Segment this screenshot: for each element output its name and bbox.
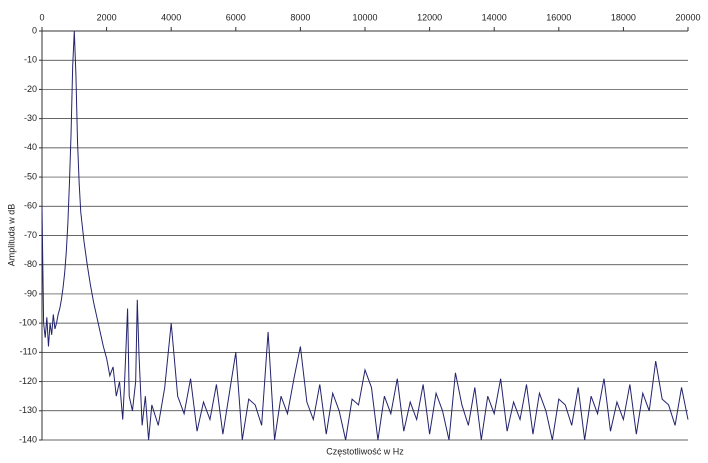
x-tick-label: 0 (39, 12, 44, 22)
x-tick-label: 10000 (352, 12, 377, 22)
y-tick-label: -70 (24, 230, 37, 240)
y-tick-label: -50 (24, 171, 37, 181)
x-tick-label: 12000 (417, 12, 442, 22)
x-tick-label: 20000 (675, 12, 700, 22)
x-tick-label: 6000 (226, 12, 246, 22)
y-tick-label: -30 (24, 113, 37, 123)
y-axis-label: Amplituda w dB (6, 204, 16, 267)
y-tick-label: -120 (19, 376, 37, 386)
y-tick-label: 0 (32, 25, 37, 35)
y-tick-label: -20 (24, 84, 37, 94)
y-tick-label: -60 (24, 201, 37, 211)
y-tick-label: -80 (24, 259, 37, 269)
y-tick-label: -140 (19, 434, 37, 444)
x-tick-label: 2000 (97, 12, 117, 22)
y-tick-label: -130 (19, 405, 37, 415)
y-tick-label: -100 (19, 318, 37, 328)
y-tick-label: -90 (24, 288, 37, 298)
x-tick-label: 18000 (611, 12, 636, 22)
x-tick-label: 8000 (290, 12, 310, 22)
y-tick-label: -110 (20, 347, 37, 357)
x-tick-label: 4000 (161, 12, 181, 22)
x-tick-label: 14000 (482, 12, 507, 22)
spectrum-line (41, 30, 689, 441)
y-tick-label: -40 (24, 142, 37, 152)
x-tick-label: 16000 (546, 12, 571, 22)
x-axis-label: Częstotliwość w Hz (326, 446, 404, 456)
y-tick-label: -10 (24, 55, 37, 65)
